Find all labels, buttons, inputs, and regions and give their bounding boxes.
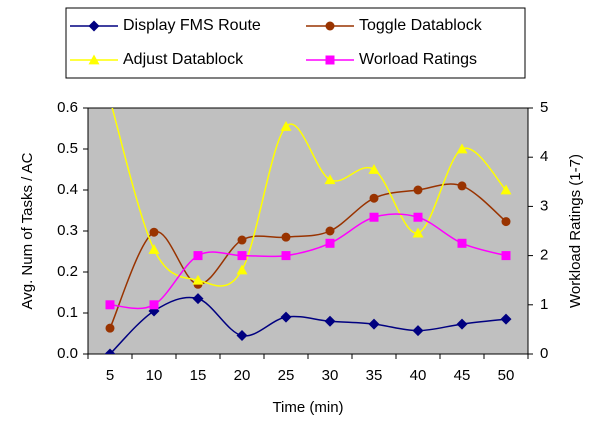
y2-axis-label: Workload Ratings (1-7): [567, 154, 584, 308]
marker: [456, 318, 468, 330]
marker: [324, 315, 336, 327]
y2-tick-label: 1: [540, 296, 548, 313]
marker: [104, 348, 116, 354]
x-tick-label: 20: [234, 367, 251, 384]
y-tick-label: 0.0: [57, 345, 78, 362]
x-tick-label: 25: [278, 367, 295, 384]
x-tick-label: 40: [410, 367, 427, 384]
marker: [149, 300, 159, 310]
marker: [457, 181, 467, 191]
marker: [500, 184, 512, 195]
marker: [325, 226, 335, 236]
marker: [368, 318, 380, 330]
marker: [149, 227, 159, 237]
series-line: [109, 296, 507, 354]
marker: [192, 274, 204, 285]
x-axis-label: Time (min): [272, 399, 343, 416]
x-tick-label: 10: [146, 367, 163, 384]
marker: [369, 212, 379, 222]
marker: [237, 251, 247, 261]
marker: [280, 311, 292, 323]
series-line: [109, 183, 507, 329]
marker: [501, 217, 511, 227]
x-tick-label: 30: [322, 367, 339, 384]
marker: [457, 238, 467, 248]
legend-box: [65, 7, 526, 79]
marker: [88, 20, 100, 32]
x-tick-label: 50: [498, 367, 515, 384]
y2-tick-label: 0: [540, 345, 548, 362]
marker: [281, 251, 291, 261]
marker: [369, 193, 379, 203]
marker: [236, 264, 248, 275]
x-tick-label: 15: [190, 367, 207, 384]
y2-tick-label: 3: [540, 197, 548, 214]
marker: [281, 232, 291, 242]
legend-label: Display FMS Route: [123, 17, 261, 34]
legend-label: Adjust Datablock: [123, 51, 244, 68]
marker: [412, 325, 424, 337]
marker: [456, 143, 468, 154]
x-tick-label: 5: [106, 367, 114, 384]
legend-label: Toggle Datablock: [359, 17, 483, 34]
x-tick-label: 45: [454, 367, 471, 384]
series-line: [109, 213, 507, 310]
marker: [105, 323, 115, 333]
marker: [193, 251, 203, 261]
y2-tick-label: 4: [540, 148, 548, 165]
marker: [236, 330, 248, 342]
marker: [105, 300, 115, 310]
y-tick-label: 0.2: [57, 263, 78, 280]
y2-tick-label: 2: [540, 247, 548, 264]
marker: [500, 313, 512, 325]
marker: [105, 94, 116, 104]
marker: [192, 293, 204, 305]
y-tick-label: 0.6: [57, 99, 78, 116]
y-tick-label: 0.4: [57, 181, 78, 198]
y2-tick-label: 5: [540, 99, 548, 116]
marker: [280, 120, 292, 131]
marker: [237, 235, 247, 245]
marker: [413, 185, 423, 195]
legend-label: Worload Ratings: [359, 51, 477, 68]
marker: [413, 212, 423, 222]
marker: [88, 54, 100, 65]
marker: [325, 21, 335, 31]
series-layer: [104, 94, 512, 354]
marker: [325, 238, 335, 248]
x-tick-label: 35: [366, 367, 383, 384]
marker: [501, 251, 511, 261]
marker: [368, 164, 380, 174]
marker: [324, 174, 336, 185]
plot-area: [87, 107, 529, 355]
y-tick-label: 0.5: [57, 140, 78, 157]
series-line: [111, 108, 507, 287]
marker: [412, 227, 424, 238]
y-tick-label: 0.1: [57, 304, 78, 321]
y-tick-label: 0.3: [57, 222, 78, 239]
marker: [148, 243, 160, 254]
y-axis-label: Avg. Num of Tasks / AC: [19, 152, 36, 309]
marker: [325, 55, 335, 65]
